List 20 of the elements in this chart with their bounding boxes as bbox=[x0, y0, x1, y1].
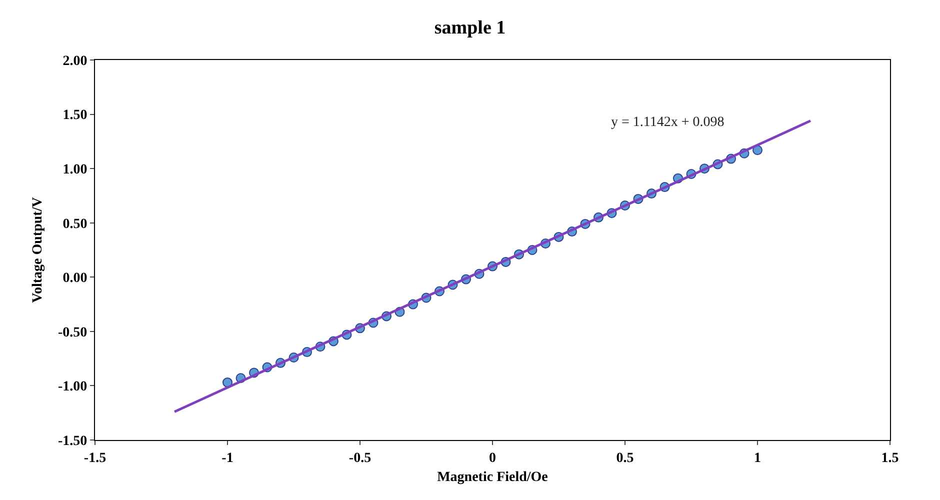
y-tick-label: 0.50 bbox=[62, 216, 88, 232]
y-axis-title: Voltage Output/V bbox=[30, 197, 46, 303]
x-tick-label: 0 bbox=[489, 450, 496, 466]
point bbox=[222, 377, 232, 388]
y-tick-label: 1.50 bbox=[62, 108, 88, 124]
annotation: y = 1.1142x + 0.098 bbox=[611, 115, 724, 130]
x-tick-label: 1.5 bbox=[881, 450, 899, 466]
y-tick-label: 2.00 bbox=[62, 54, 88, 69]
y-tick-label: -0.50 bbox=[58, 325, 88, 340]
x-tick-label: 1 bbox=[754, 450, 761, 466]
x-tick-label: -1 bbox=[222, 450, 234, 466]
x-tick-label: 0.5 bbox=[616, 450, 634, 466]
x-axis-title: Magnetic Field/Oe bbox=[437, 470, 548, 486]
chart-title: sample 1 bbox=[434, 17, 506, 38]
x-tick-label: -0.5 bbox=[348, 450, 372, 466]
y-tick-label: 1.00 bbox=[62, 162, 88, 178]
y-tick-label: -1.50 bbox=[58, 434, 88, 449]
x-tick-label: -1.5 bbox=[84, 450, 106, 466]
y-tick-label: -1.00 bbox=[58, 380, 88, 395]
y-tick-label: 0.00 bbox=[62, 271, 88, 286]
